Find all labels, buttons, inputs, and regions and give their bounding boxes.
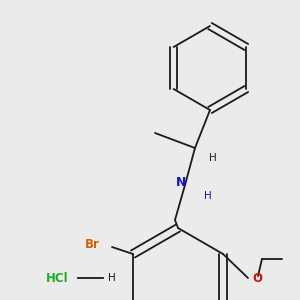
Text: H: H bbox=[108, 273, 116, 283]
Text: HCl: HCl bbox=[46, 272, 69, 284]
Text: H: H bbox=[204, 191, 212, 201]
Text: H: H bbox=[209, 153, 217, 163]
Text: N: N bbox=[176, 176, 186, 190]
Text: Br: Br bbox=[85, 238, 100, 250]
Text: O: O bbox=[252, 272, 262, 284]
